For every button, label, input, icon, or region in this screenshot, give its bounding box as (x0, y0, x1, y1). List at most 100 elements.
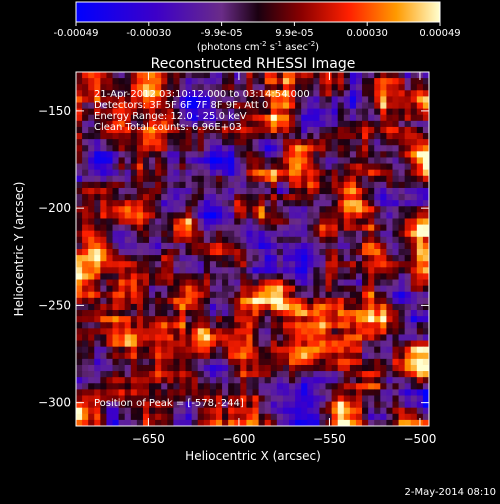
heatmap-cell (179, 169, 186, 177)
heatmap-cell (149, 377, 156, 384)
heatmap-cell (222, 334, 229, 341)
heatmap-cell (100, 334, 107, 341)
heatmap-cell (410, 303, 418, 311)
heatmap-cell (307, 352, 314, 360)
heatmap-cell (410, 371, 418, 378)
heatmap-cell (209, 145, 217, 152)
heatmap-cell (215, 114, 223, 122)
heatmap-cell (234, 96, 241, 103)
heatmap-cell (355, 218, 363, 225)
heatmap-cell (76, 279, 83, 287)
heatmap-cell (149, 389, 156, 396)
heatmap-cell (185, 84, 193, 91)
heatmap-cell (179, 285, 186, 293)
heatmap-cell (313, 364, 320, 372)
heatmap-cell (307, 401, 314, 409)
heatmap-cell (215, 181, 223, 189)
heatmap-cell (258, 175, 266, 183)
heatmap-cell (155, 145, 162, 152)
heatmap-cell (398, 255, 406, 262)
heatmap-cell (179, 163, 186, 171)
heatmap-cell (88, 224, 95, 232)
heatmap-cell (410, 120, 418, 128)
heatmap-cell (398, 322, 406, 329)
heatmap-cell (130, 212, 138, 219)
heatmap-cell (343, 364, 351, 372)
heatmap-cell (252, 200, 259, 207)
heatmap-cell (374, 145, 381, 152)
heatmap-cell (331, 200, 339, 207)
heatmap-cell (191, 78, 199, 85)
heatmap-cell (209, 340, 217, 348)
heatmap-cell (398, 352, 406, 360)
heatmap-cell (149, 181, 156, 189)
heatmap-cell (270, 255, 278, 262)
heatmap-cell (215, 285, 223, 293)
heatmap-cell (349, 389, 357, 396)
heatmap-cell (191, 126, 199, 134)
heatmap-cell (331, 303, 339, 311)
heatmap-cell (179, 291, 186, 299)
heatmap-cell (386, 200, 393, 207)
heatmap-cell (422, 242, 429, 250)
heatmap-cell (246, 181, 253, 189)
heatmap-cell (276, 224, 284, 232)
heatmap-cell (246, 273, 253, 280)
heatmap-cell (100, 212, 107, 219)
heatmap-cell (289, 139, 296, 146)
heatmap-cell (130, 200, 138, 207)
heatmap-cell (191, 273, 199, 280)
heatmap-cell (161, 413, 168, 421)
heatmap-cell (136, 310, 144, 317)
heatmap-cell (234, 413, 241, 421)
heatmap-cell (325, 413, 333, 421)
heatmap-cell (222, 139, 229, 146)
heatmap-cell (355, 200, 363, 207)
heatmap-cell (142, 267, 150, 274)
heatmap-cell (368, 303, 375, 311)
heatmap-cell (380, 163, 387, 171)
heatmap-cell (252, 413, 259, 421)
heatmap-cell (258, 358, 266, 366)
heatmap-cell (185, 352, 193, 360)
heatmap-cell (289, 395, 296, 402)
heatmap-cell (203, 163, 211, 171)
heatmap-cell (124, 285, 132, 293)
heatmap-cell (392, 291, 399, 299)
heatmap-cell (289, 249, 296, 256)
heatmap-cell (106, 389, 113, 396)
heatmap-cell (276, 218, 284, 225)
heatmap-cell (343, 175, 351, 183)
heatmap-cell (374, 395, 381, 402)
heatmap-cell (82, 303, 89, 311)
heatmap-cell (88, 169, 95, 177)
heatmap-cell (380, 261, 387, 268)
heatmap-cell (179, 126, 186, 134)
heatmap-cell (252, 139, 259, 146)
heatmap-cell (149, 194, 156, 201)
heatmap-cell (161, 346, 168, 354)
heatmap-cell (295, 249, 302, 256)
heatmap-cell (209, 78, 217, 85)
heatmap-cell (179, 242, 186, 250)
heatmap-cell (161, 401, 168, 409)
heatmap-cell (94, 322, 101, 329)
y-axis-label: Heliocentric Y (arcsec) (12, 182, 26, 317)
heatmap-cell (270, 84, 278, 91)
heatmap-cell (343, 151, 351, 158)
heatmap-cell (142, 419, 150, 426)
heatmap-cell (416, 230, 424, 238)
heatmap-cell (392, 194, 399, 201)
heatmap-cell (112, 175, 120, 183)
heatmap-cell (112, 114, 120, 122)
heatmap-cell (276, 334, 284, 341)
heatmap-cell (337, 114, 345, 122)
heatmap-cell (276, 120, 284, 128)
heatmap-cell (349, 175, 357, 183)
heatmap-cell (155, 297, 162, 305)
heatmap-cell (301, 96, 308, 103)
heatmap-cell (313, 401, 320, 409)
heatmap-cell (155, 151, 162, 158)
heatmap-cell (374, 273, 381, 280)
heatmap-cell (94, 169, 101, 177)
